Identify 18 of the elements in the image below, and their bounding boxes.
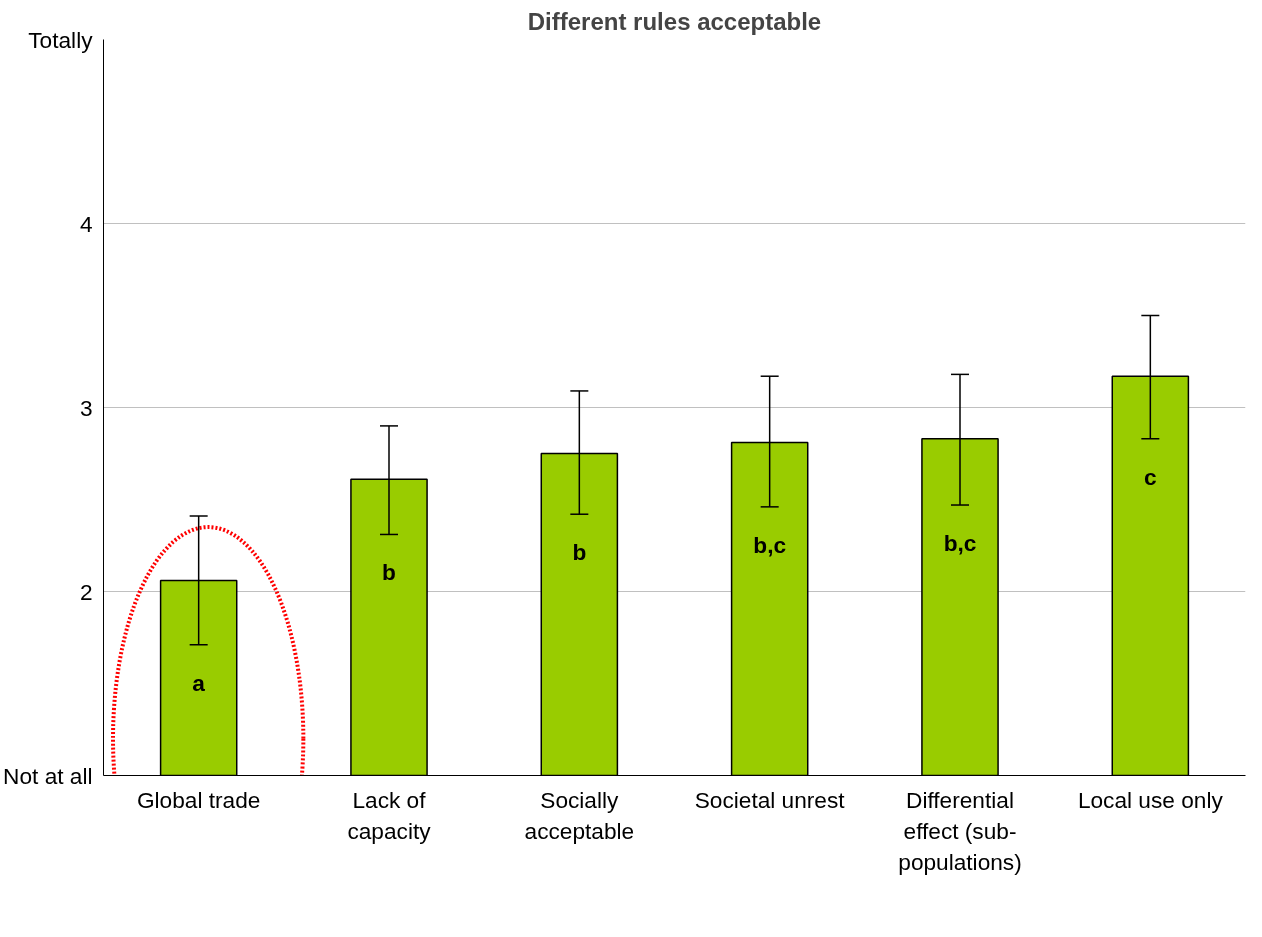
annotation: b,c (943, 530, 977, 557)
annotation: b (382, 559, 396, 586)
y-tick-label: 3 (79, 394, 93, 421)
x-tick-label: Socially acceptable (524, 786, 635, 844)
annotation: a (192, 669, 206, 696)
y-tick-label: Not at all (3, 762, 93, 789)
annotation: b,c (753, 531, 787, 558)
annotation: c (1144, 463, 1157, 490)
annotation: b (572, 539, 587, 566)
x-tick-label: Lack of capacity (347, 786, 432, 844)
x-tick-label: Global trade (136, 786, 261, 813)
chart-title: Different rules acceptable (527, 7, 822, 35)
y-tick-label: 2 (79, 578, 93, 605)
x-tick-label: Local use only (1077, 786, 1224, 813)
x-tick-label: Differential effect (sub-populations) (898, 786, 1022, 875)
x-tick-label: Societal unrest (694, 786, 846, 813)
y-tick-label: 4 (79, 210, 93, 237)
y-tick-label: Totally (28, 26, 94, 53)
